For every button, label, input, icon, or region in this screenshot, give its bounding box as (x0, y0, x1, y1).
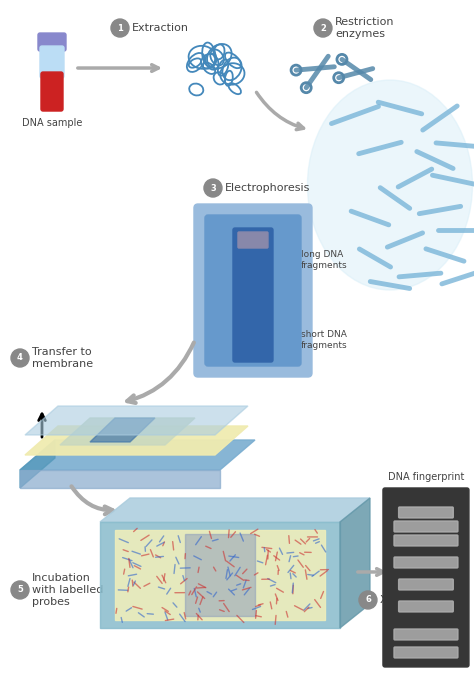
FancyBboxPatch shape (394, 557, 458, 568)
Circle shape (11, 581, 29, 599)
Text: Incubation
with labelled
probes: Incubation with labelled probes (32, 573, 103, 607)
Circle shape (204, 179, 222, 197)
Text: DNA fingerprint: DNA fingerprint (388, 472, 464, 482)
FancyBboxPatch shape (38, 33, 66, 51)
Polygon shape (25, 426, 248, 455)
Text: 2: 2 (320, 23, 326, 33)
Text: Transfer to
membrane: Transfer to membrane (32, 347, 93, 369)
Polygon shape (185, 534, 255, 616)
Circle shape (111, 19, 129, 37)
Text: Electrophoresis: Electrophoresis (225, 183, 310, 193)
FancyBboxPatch shape (394, 521, 458, 532)
FancyBboxPatch shape (205, 215, 301, 366)
Text: 4: 4 (17, 354, 23, 363)
Polygon shape (100, 522, 340, 628)
Text: Restriction
enzymes: Restriction enzymes (335, 17, 394, 39)
FancyBboxPatch shape (394, 535, 458, 546)
Text: 3: 3 (210, 183, 216, 192)
Text: DNA sample: DNA sample (22, 118, 82, 128)
Text: 6: 6 (365, 596, 371, 605)
Text: long DNA
fragments: long DNA fragments (274, 250, 347, 269)
Polygon shape (60, 418, 195, 445)
FancyBboxPatch shape (194, 204, 312, 377)
FancyBboxPatch shape (233, 228, 273, 362)
Text: X-ray: X-ray (380, 595, 409, 605)
Polygon shape (340, 498, 370, 628)
Ellipse shape (308, 80, 473, 290)
Polygon shape (25, 406, 248, 435)
Polygon shape (115, 530, 325, 620)
FancyBboxPatch shape (238, 232, 268, 248)
Circle shape (11, 349, 29, 367)
Text: 5: 5 (17, 586, 23, 594)
Polygon shape (20, 470, 220, 488)
Polygon shape (90, 418, 155, 442)
Polygon shape (100, 498, 370, 522)
Circle shape (314, 19, 332, 37)
FancyBboxPatch shape (399, 601, 453, 612)
Text: 1: 1 (117, 23, 123, 33)
FancyBboxPatch shape (394, 629, 458, 640)
FancyBboxPatch shape (399, 579, 453, 590)
FancyBboxPatch shape (399, 507, 453, 518)
Polygon shape (20, 440, 55, 488)
Text: short DNA
fragments: short DNA fragments (274, 330, 347, 350)
FancyBboxPatch shape (40, 46, 64, 78)
Circle shape (359, 591, 377, 609)
FancyBboxPatch shape (383, 488, 469, 667)
Text: Extraction: Extraction (132, 23, 189, 33)
FancyBboxPatch shape (394, 647, 458, 658)
Polygon shape (20, 440, 255, 470)
FancyBboxPatch shape (41, 72, 63, 111)
